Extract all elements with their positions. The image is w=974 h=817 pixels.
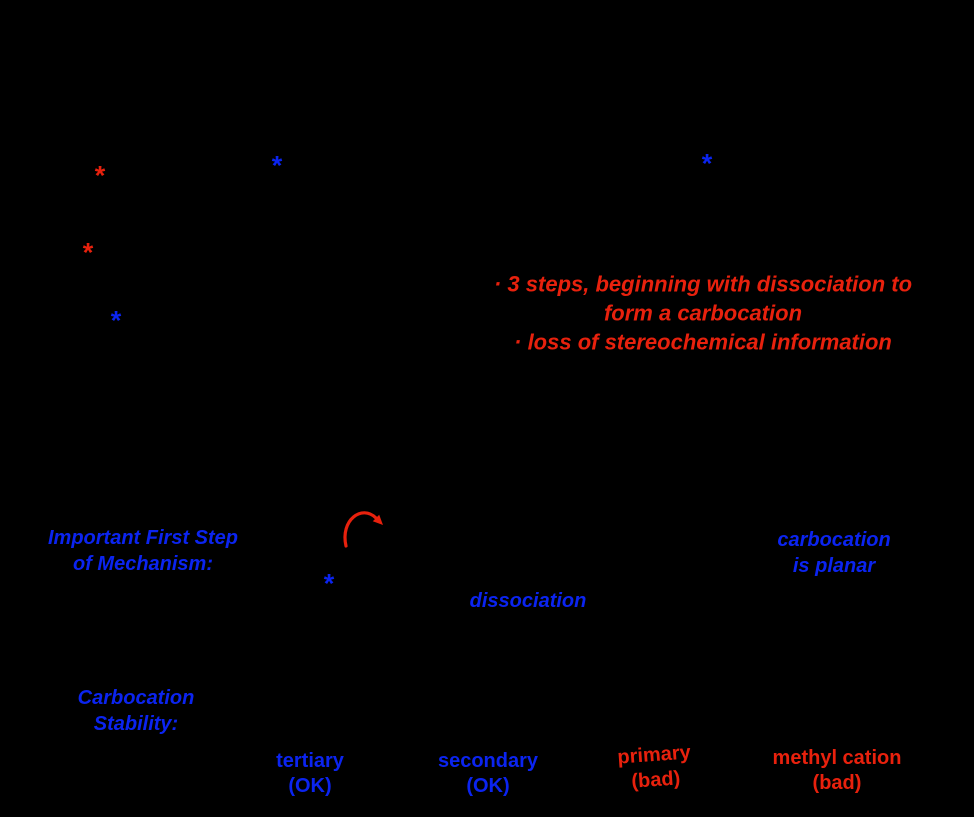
- stereocenter-asterisk-blue-3: *: [110, 305, 122, 336]
- stereocenter-asterisk-red-1: *: [94, 160, 106, 191]
- sn1-notes: · 3 steps, beginning with dissociation t…: [494, 270, 912, 357]
- stability-item-secondary: secondary (OK): [438, 749, 538, 799]
- stability-item-verdict: (OK): [466, 775, 510, 797]
- stability-heading: Carbocation Stability:: [78, 685, 195, 737]
- stability-item-primary: primary (bad): [617, 741, 694, 796]
- note-line-2: form a carbocation: [603, 300, 803, 326]
- stereocenter-asterisk-red-2: *: [82, 237, 94, 268]
- stability-item-label: methyl cation: [772, 747, 902, 769]
- dissociation-label: dissociation: [469, 590, 587, 612]
- note-line-3: · loss of stereochemical information: [514, 329, 892, 355]
- stability-heading-line-2: Stability:: [93, 713, 179, 735]
- stability-item-verdict: (bad): [812, 772, 862, 794]
- first-step-line-1: Important First Step: [47, 527, 239, 549]
- stereocenter-asterisk-blue-2: *: [701, 148, 713, 179]
- stability-item-verdict: (bad): [630, 767, 681, 793]
- first-step-line-2: of Mechanism:: [72, 553, 214, 575]
- stability-item-label: tertiary: [276, 750, 344, 772]
- curved-mechanism-arrow-icon: [336, 504, 386, 550]
- stability-item-label: primary: [616, 741, 692, 769]
- first-step-label: Important First Step of Mechanism:: [48, 525, 238, 577]
- stereocenter-asterisk-blue-4: *: [323, 568, 335, 599]
- planar-label: carbocation is planar: [777, 527, 890, 579]
- planar-line-2: is planar: [792, 555, 876, 577]
- stereocenter-asterisk-blue-1: *: [271, 150, 283, 181]
- stability-heading-line-1: Carbocation: [77, 687, 195, 709]
- stability-item-methyl: methyl cation (bad): [773, 746, 902, 796]
- stability-item-verdict: (OK): [288, 775, 332, 797]
- stability-item-tertiary: tertiary (OK): [276, 749, 344, 799]
- note-line-1: · 3 steps, beginning with dissociation t…: [493, 271, 913, 297]
- planar-line-1: carbocation: [777, 529, 891, 551]
- stability-item-label: secondary: [437, 750, 539, 772]
